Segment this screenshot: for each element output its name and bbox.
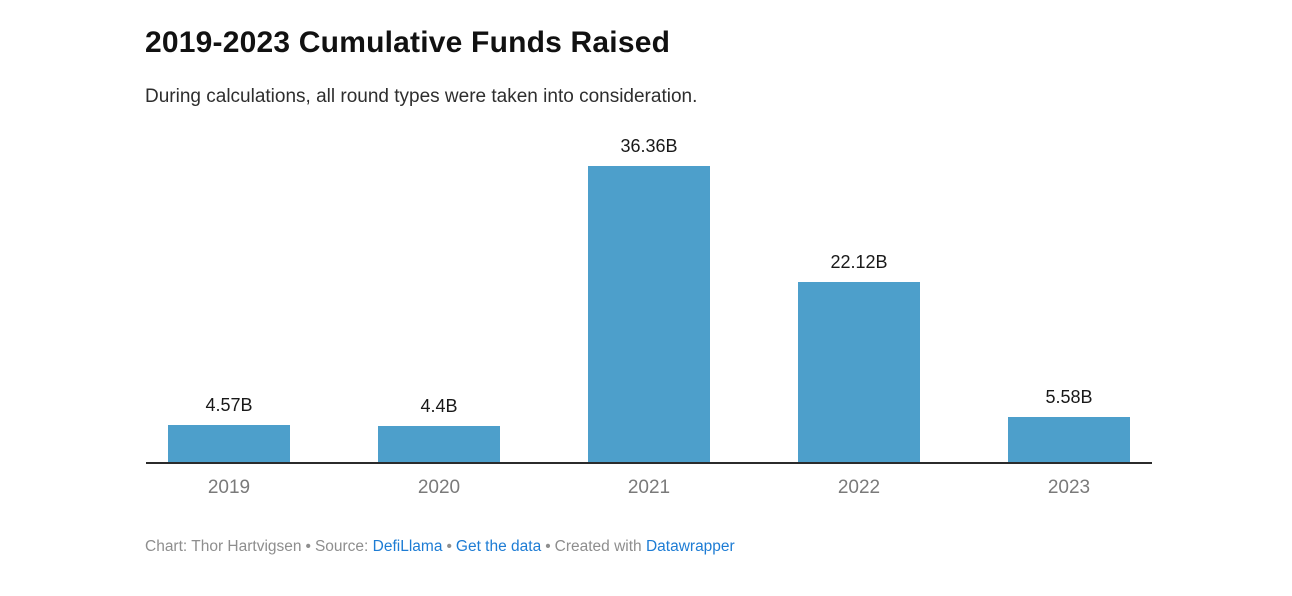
bar-2023[interactable] — [1008, 417, 1130, 462]
bar-value-label-2023: 5.58B — [1045, 387, 1093, 407]
bar-value-label-2019: 4.57B — [205, 395, 253, 415]
chart-title: 2019-2023 Cumulative Funds Raised — [145, 26, 671, 59]
chart-footer: Chart: Thor Hartvigsen • Source: DefiLlama… — [145, 538, 735, 556]
source-link[interactable]: DefiLlama — [372, 538, 443, 555]
chart-subtitle: During calculations, all round types wer… — [145, 86, 698, 107]
x-axis-label-2019: 2019 — [207, 477, 251, 498]
x-axis-label-2022: 2022 — [837, 477, 881, 498]
footer-separator: • — [545, 538, 551, 555]
footer-separator: • — [446, 538, 452, 555]
bar-2022[interactable] — [798, 282, 920, 462]
get-the-data-link[interactable]: Get the data — [455, 538, 542, 555]
bar-value-label-2022: 22.12B — [830, 252, 888, 272]
bar-value-label-2021: 36.36B — [620, 136, 678, 156]
footer-source-label: Source: — [314, 538, 369, 555]
footer-byline: Chart: Thor Hartvigsen — [145, 538, 302, 555]
bar-2021[interactable] — [588, 166, 710, 462]
x-axis-label-2021: 2021 — [627, 477, 671, 498]
x-axis-label-2023: 2023 — [1047, 477, 1091, 498]
x-axis-line — [146, 462, 1152, 464]
bar-chart-plot: 4.57B 4.4B 36.36B 22.12B 5.58B 2019 2020 2021 2… — [146, 135, 1152, 498]
footer-created-with-label: Created with — [554, 538, 642, 555]
bar-2019[interactable] — [168, 425, 290, 462]
bar-value-label-2020: 4.4B — [420, 396, 458, 416]
datawrapper-link[interactable]: Datawrapper — [645, 538, 735, 555]
x-axis-label-2020: 2020 — [417, 477, 461, 498]
footer-separator: • — [305, 538, 311, 555]
bar-2020[interactable] — [378, 426, 500, 462]
